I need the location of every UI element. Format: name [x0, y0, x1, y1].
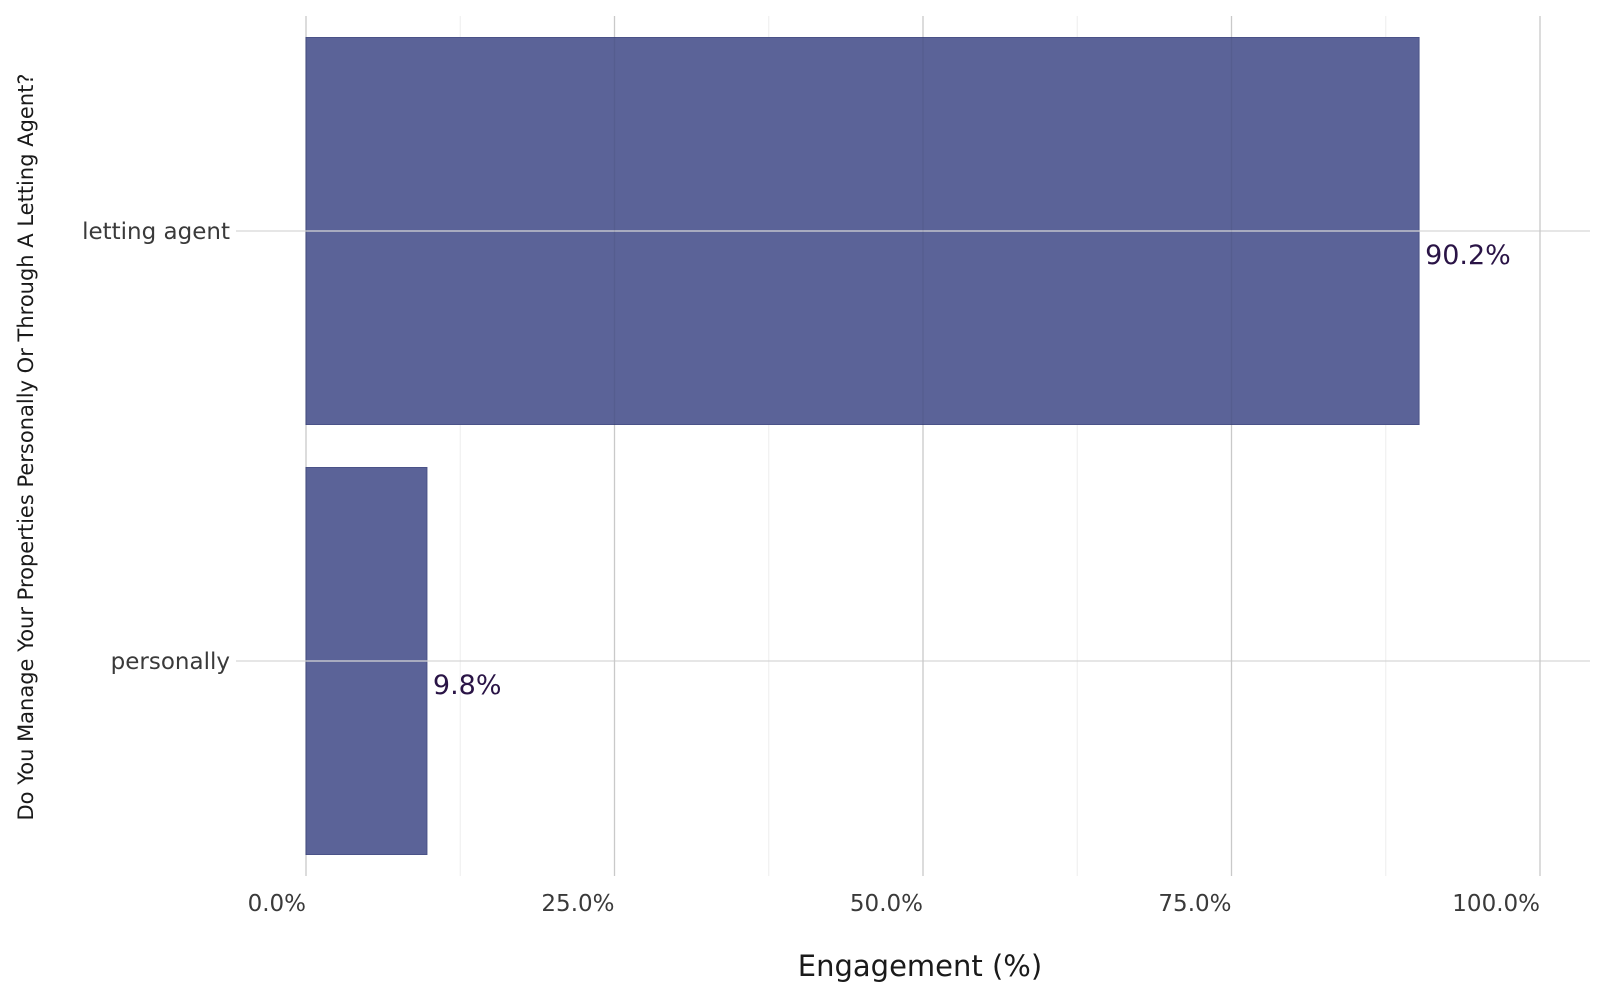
x-tick-label: 75.0%: [1158, 891, 1231, 917]
tick-layer: letting agent personally 0.0% 25.0% 50.0% 75.…: [82, 219, 1540, 917]
y-axis-title: Do You Manage Your Properties Personally…: [14, 73, 38, 820]
x-tick-label: 50.0%: [850, 891, 923, 917]
bar-layer: [305, 37, 1420, 855]
x-tick-label: 25.0%: [541, 891, 614, 917]
x-tick-label: 0.0%: [248, 891, 306, 917]
y-tick-label: letting agent: [82, 219, 230, 245]
x-axis-title: Engagement (%): [798, 949, 1042, 983]
label-layer: 90.2% 9.8%: [433, 240, 1511, 701]
data-label: 90.2%: [1425, 240, 1511, 271]
data-label: 9.8%: [433, 670, 502, 701]
x-tick-label: 100.0%: [1452, 891, 1540, 917]
y-tick-label: personally: [111, 649, 230, 675]
